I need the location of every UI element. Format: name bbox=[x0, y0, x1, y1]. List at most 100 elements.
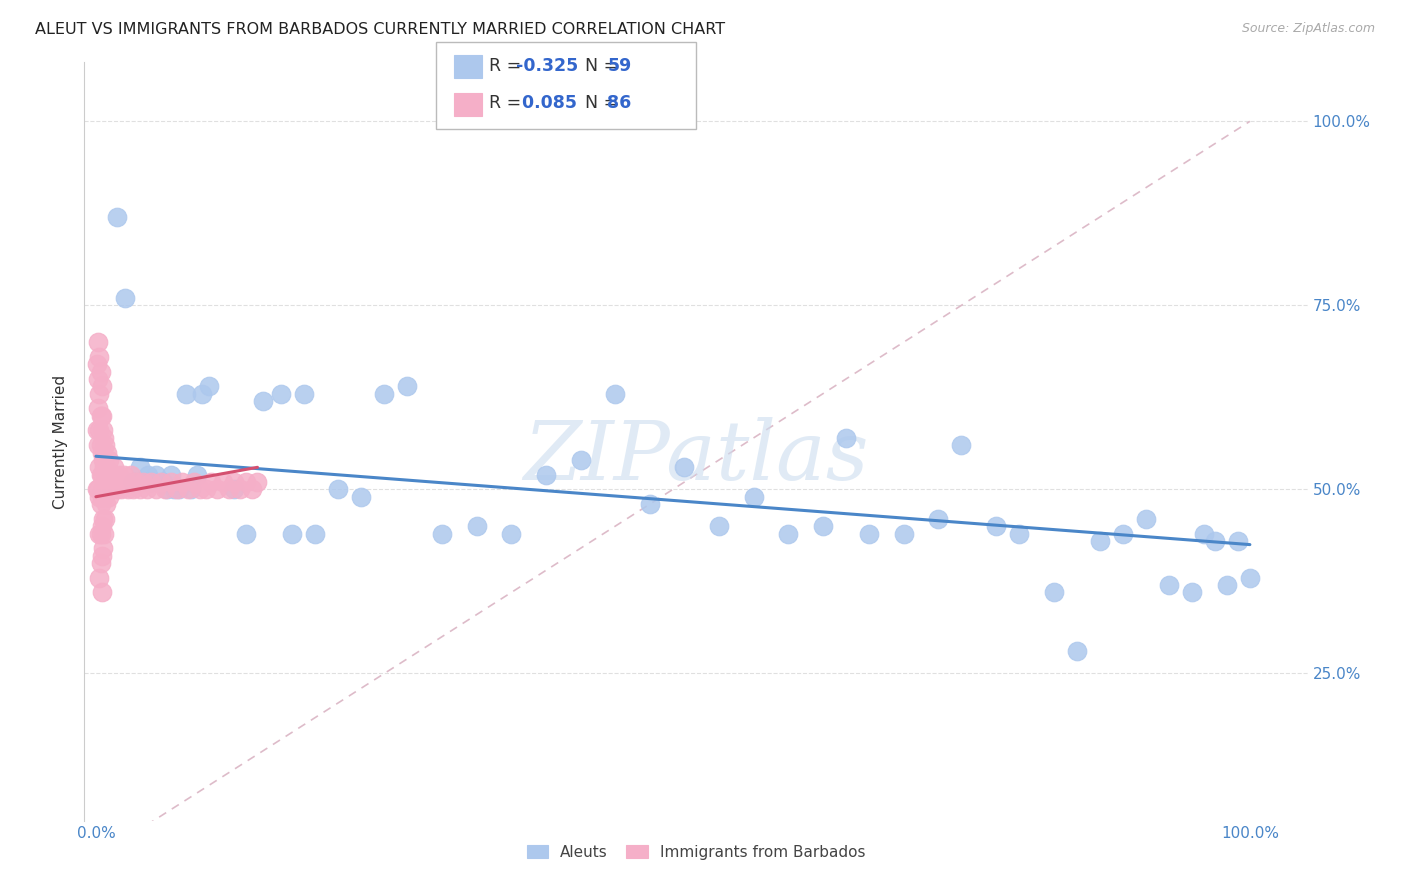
Point bbox=[950, 438, 973, 452]
Point bbox=[90, 549, 112, 563]
Text: ZIPatlas: ZIPatlas bbox=[523, 417, 869, 497]
Point bbox=[93, 526, 115, 541]
Point bbox=[160, 467, 183, 482]
Point bbox=[96, 460, 118, 475]
Point bbox=[194, 483, 217, 497]
Point bbox=[86, 357, 108, 371]
Point bbox=[281, 526, 304, 541]
Legend: Aleuts, Immigrants from Barbados: Aleuts, Immigrants from Barbados bbox=[520, 838, 872, 866]
Point bbox=[465, 519, 488, 533]
Point bbox=[90, 379, 112, 393]
Point bbox=[100, 483, 122, 497]
Point bbox=[742, 490, 765, 504]
Point bbox=[811, 519, 834, 533]
Point bbox=[778, 526, 800, 541]
Point bbox=[163, 483, 186, 497]
Point bbox=[304, 526, 326, 541]
Point bbox=[112, 467, 135, 482]
Point bbox=[205, 483, 228, 497]
Point bbox=[89, 365, 111, 379]
Point bbox=[180, 483, 202, 497]
Point bbox=[1042, 585, 1064, 599]
Point bbox=[160, 475, 183, 489]
Point bbox=[98, 467, 121, 482]
Point bbox=[91, 453, 114, 467]
Point bbox=[90, 467, 112, 482]
Point bbox=[984, 519, 1007, 533]
Point bbox=[673, 460, 696, 475]
Point bbox=[1192, 526, 1215, 541]
Point bbox=[128, 460, 150, 475]
Point bbox=[87, 438, 110, 452]
Point bbox=[167, 483, 190, 497]
Point bbox=[211, 475, 233, 489]
Point bbox=[91, 541, 114, 556]
Point bbox=[141, 475, 163, 489]
Point bbox=[128, 483, 150, 497]
Point bbox=[1204, 533, 1226, 548]
Point bbox=[235, 475, 257, 489]
Point bbox=[396, 379, 419, 393]
Point bbox=[132, 475, 155, 489]
Point bbox=[145, 467, 167, 482]
Point bbox=[90, 490, 112, 504]
Point bbox=[373, 386, 395, 401]
Point bbox=[1008, 526, 1031, 541]
Point bbox=[91, 512, 114, 526]
Point bbox=[104, 475, 127, 489]
Point bbox=[430, 526, 453, 541]
Text: 59: 59 bbox=[607, 57, 631, 75]
Point bbox=[1135, 512, 1157, 526]
Point bbox=[89, 424, 111, 438]
Point bbox=[87, 483, 110, 497]
Point bbox=[94, 512, 117, 526]
Point bbox=[86, 483, 108, 497]
Point bbox=[89, 438, 111, 452]
Point bbox=[89, 460, 111, 475]
Point bbox=[89, 556, 111, 570]
Point bbox=[89, 386, 111, 401]
Point bbox=[534, 467, 557, 482]
Point bbox=[101, 467, 124, 482]
Point bbox=[90, 585, 112, 599]
Point bbox=[89, 409, 111, 423]
Point bbox=[218, 483, 240, 497]
Point bbox=[114, 291, 136, 305]
Point bbox=[96, 483, 118, 497]
Point bbox=[105, 210, 128, 224]
Point bbox=[156, 483, 179, 497]
Point bbox=[1227, 533, 1250, 548]
Point bbox=[108, 467, 131, 482]
Point bbox=[86, 424, 108, 438]
Text: R =: R = bbox=[489, 95, 527, 112]
Point bbox=[97, 453, 120, 467]
Point bbox=[707, 519, 730, 533]
Point bbox=[97, 490, 120, 504]
Point bbox=[90, 409, 112, 423]
Text: 0.085: 0.085 bbox=[516, 95, 576, 112]
Text: N =: N = bbox=[574, 95, 623, 112]
Point bbox=[569, 453, 592, 467]
Point bbox=[183, 475, 205, 489]
Point bbox=[240, 483, 263, 497]
Point bbox=[120, 467, 142, 482]
Point bbox=[149, 475, 172, 489]
Point bbox=[235, 526, 257, 541]
Point bbox=[96, 497, 118, 511]
Point bbox=[87, 401, 110, 416]
Point bbox=[87, 372, 110, 386]
Point bbox=[1181, 585, 1204, 599]
Point bbox=[1216, 578, 1239, 592]
Point bbox=[121, 475, 143, 489]
Point bbox=[89, 526, 111, 541]
Point bbox=[224, 475, 246, 489]
Point bbox=[93, 490, 115, 504]
Point bbox=[89, 571, 111, 585]
Point bbox=[89, 467, 111, 482]
Point bbox=[103, 475, 125, 489]
Point bbox=[186, 467, 208, 482]
Point bbox=[229, 483, 252, 497]
Text: N =: N = bbox=[574, 57, 623, 75]
Point bbox=[105, 483, 128, 497]
Point bbox=[224, 483, 246, 497]
